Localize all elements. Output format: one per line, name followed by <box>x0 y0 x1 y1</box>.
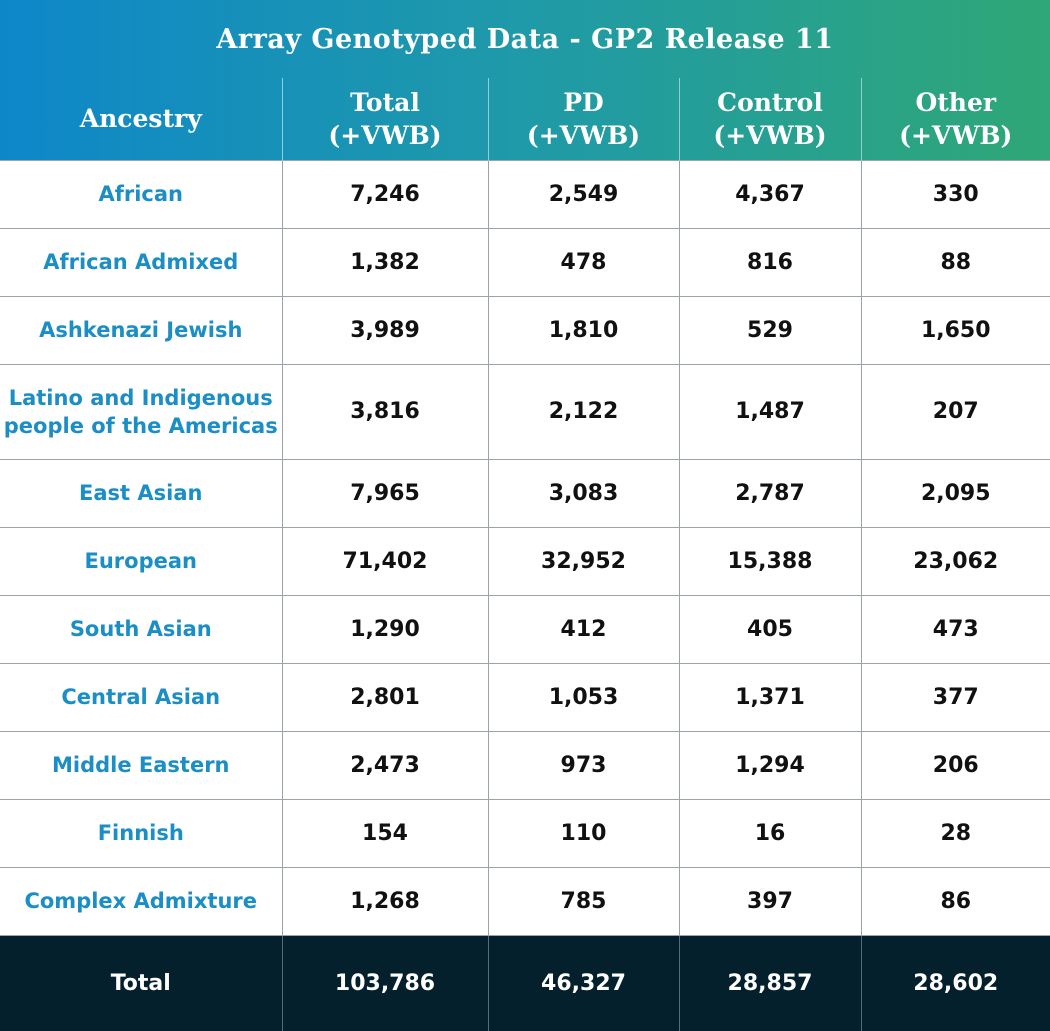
total-cell: 3,989 <box>281 295 489 365</box>
total-cell: 2,473 <box>281 730 489 800</box>
other-cell: 206 <box>860 730 1050 800</box>
table-title: Array Genotyped Data - GP2 Release 11 <box>216 23 834 55</box>
total-cell: 1,290 <box>281 594 489 664</box>
control-total-cell: 28,857 <box>678 935 861 1031</box>
total-cell: 3,816 <box>281 363 489 460</box>
pd-total-cell: 46,327 <box>487 935 679 1031</box>
total-row: Total 103,786 46,327 28,857 28,602 <box>0 935 1050 1031</box>
table-row: African 7,246 2,549 4,367 330 <box>0 159 1050 229</box>
header-control: Control (+VWB) <box>678 78 861 160</box>
control-cell: 1,371 <box>678 662 862 732</box>
pd-cell: 478 <box>487 227 680 297</box>
ancestry-cell: Central Asian <box>0 662 283 732</box>
total-cell: 7,965 <box>281 458 489 528</box>
table-row: South Asian 1,290 412 405 473 <box>0 594 1050 664</box>
pd-cell: 785 <box>487 866 680 936</box>
ancestry-cell: European <box>0 526 283 596</box>
table-row: Central Asian 2,801 1,053 1,371 377 <box>0 662 1050 732</box>
header-row: Ancestry Total (+VWB) PD (+VWB) Control (+V… <box>0 78 1050 160</box>
total-cell: 7,246 <box>281 159 489 229</box>
ancestry-line: Latino and Indigenous <box>8 385 273 410</box>
table-row: East Asian 7,965 3,083 2,787 2,095 <box>0 458 1050 528</box>
ancestry-cell: African <box>0 159 283 229</box>
table-row: Ashkenazi Jewish 3,989 1,810 529 1,650 <box>0 295 1050 365</box>
table-row: Latino and Indigenous people of the Amer… <box>0 363 1050 460</box>
control-cell: 2,787 <box>678 458 862 528</box>
control-cell: 1,487 <box>678 363 862 460</box>
ancestry-cell: African Admixed <box>0 227 283 297</box>
header-pd: PD (+VWB) <box>487 78 679 160</box>
control-cell: 1,294 <box>678 730 862 800</box>
table-row: African Admixed 1,382 478 816 88 <box>0 227 1050 297</box>
table-row: Middle Eastern 2,473 973 1,294 206 <box>0 730 1050 800</box>
control-cell: 816 <box>678 227 862 297</box>
total-cell: 2,801 <box>281 662 489 732</box>
table-row: European 71,402 32,952 15,388 23,062 <box>0 526 1050 596</box>
total-label: Total <box>110 970 171 996</box>
pd-cell: 3,083 <box>487 458 680 528</box>
control-cell: 4,367 <box>678 159 862 229</box>
other-cell: 377 <box>860 662 1050 732</box>
other-cell: 473 <box>860 594 1050 664</box>
total-cell: 154 <box>281 798 489 868</box>
other-cell: 1,650 <box>860 295 1050 365</box>
other-cell: 86 <box>860 866 1050 936</box>
ancestry-cell: Complex Admixture <box>0 866 283 936</box>
ancestry-table: Ancestry Total (+VWB) PD (+VWB) Control (+V… <box>0 78 1050 1031</box>
pd-cell: 973 <box>487 730 680 800</box>
title-bar: Array Genotyped Data - GP2 Release 11 <box>0 0 1050 78</box>
control-cell: 15,388 <box>678 526 862 596</box>
other-cell: 330 <box>860 159 1050 229</box>
ancestry-cell: Finnish <box>0 798 283 868</box>
pd-cell: 2,122 <box>487 363 680 460</box>
header-other: Other (+VWB) <box>860 78 1050 160</box>
other-total-cell: 28,602 <box>860 935 1050 1031</box>
other-cell: 88 <box>860 227 1050 297</box>
ancestry-cell: Middle Eastern <box>0 730 283 800</box>
ancestry-cell: East Asian <box>0 458 283 528</box>
header-total: Total (+VWB) <box>281 78 488 160</box>
ancestry-line: people of the Americas <box>3 413 278 438</box>
other-cell: 28 <box>860 798 1050 868</box>
pd-cell: 1,810 <box>487 295 680 365</box>
total-cell: 1,382 <box>281 227 489 297</box>
other-cell: 23,062 <box>860 526 1050 596</box>
header-ancestry: Ancestry <box>79 104 202 134</box>
control-cell: 397 <box>678 866 862 936</box>
table-row: Finnish 154 110 16 28 <box>0 798 1050 868</box>
table-row: Complex Admixture 1,268 785 397 86 <box>0 866 1050 936</box>
total-cell: 1,268 <box>281 866 489 936</box>
other-cell: 207 <box>860 363 1050 460</box>
grand-total-cell: 103,786 <box>281 935 488 1031</box>
control-cell: 529 <box>678 295 862 365</box>
ancestry-cell: Latino and Indigenous people of the Amer… <box>0 363 283 460</box>
pd-cell: 110 <box>487 798 680 868</box>
pd-cell: 2,549 <box>487 159 680 229</box>
pd-cell: 412 <box>487 594 680 664</box>
total-cell: 71,402 <box>281 526 489 596</box>
pd-cell: 32,952 <box>487 526 680 596</box>
ancestry-cell: South Asian <box>0 594 283 664</box>
control-cell: 16 <box>678 798 862 868</box>
ancestry-cell: Ashkenazi Jewish <box>0 295 283 365</box>
control-cell: 405 <box>678 594 862 664</box>
other-cell: 2,095 <box>860 458 1050 528</box>
pd-cell: 1,053 <box>487 662 680 732</box>
